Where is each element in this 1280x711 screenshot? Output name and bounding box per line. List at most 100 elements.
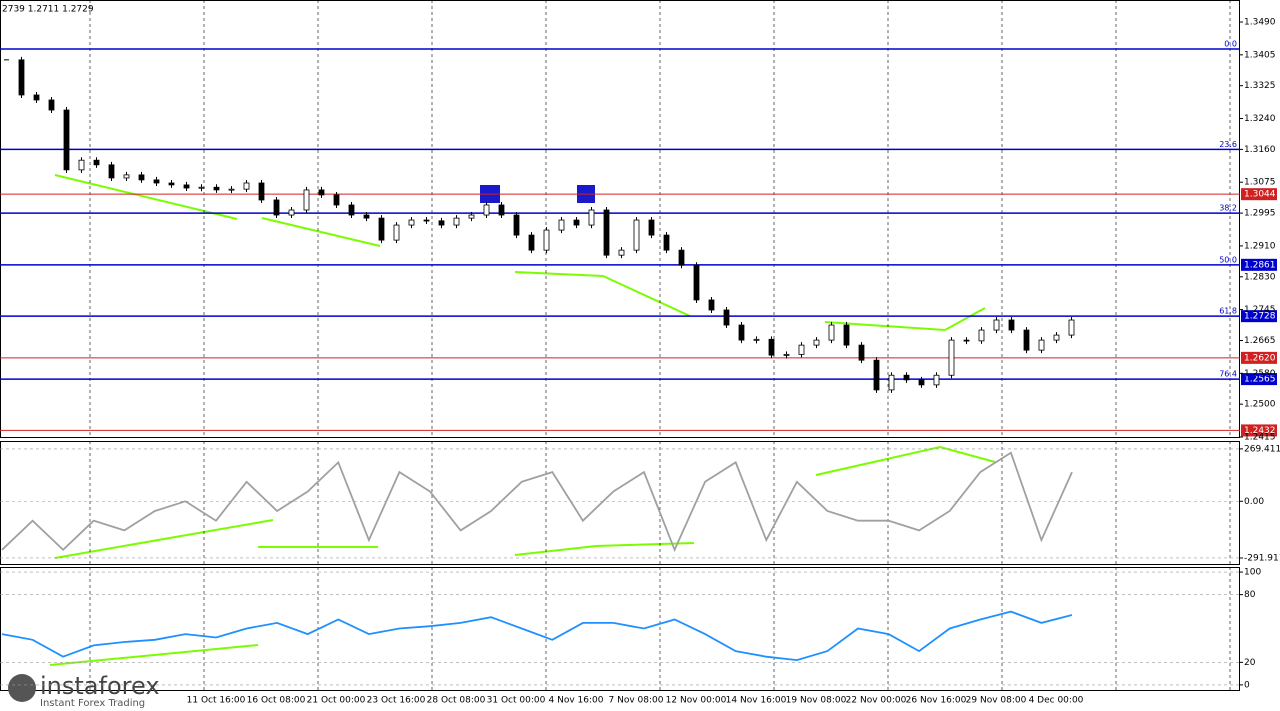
level-label: 23.6 <box>1219 140 1237 149</box>
candle <box>513 214 520 236</box>
y-tick-label: 1.2830 <box>1244 272 1276 282</box>
candle <box>378 217 385 241</box>
candle <box>1023 329 1030 351</box>
candle <box>183 184 190 189</box>
x-tick-label: 29 Nov 08:00 <box>966 696 1027 706</box>
candle <box>33 94 40 101</box>
candle <box>438 220 445 226</box>
x-tick-label: 7 Nov 08:00 <box>609 696 664 706</box>
price-tag <box>1241 258 1277 271</box>
price-tag <box>1241 310 1277 323</box>
candle <box>138 174 145 181</box>
candle <box>753 338 760 341</box>
x-tick-label: 4 Nov 16:00 <box>549 696 604 706</box>
y-tick-label: 1.2580 <box>1244 369 1276 379</box>
candle <box>1008 319 1015 331</box>
y-tick-label: 100 <box>1244 568 1261 578</box>
candle <box>468 214 475 219</box>
y-tick-label: 1.3490 <box>1244 18 1276 28</box>
candle <box>828 324 835 341</box>
candle <box>303 189 310 211</box>
x-tick-label: 26 Nov 16:00 <box>906 696 967 706</box>
price-tag <box>1241 351 1277 364</box>
x-tick-label: 22 Nov 00:00 <box>846 696 907 706</box>
y-tick-label: 20 <box>1244 658 1256 668</box>
candle <box>318 189 325 196</box>
candle <box>273 199 280 216</box>
y-tick-label: 1.3405 <box>1244 50 1276 60</box>
candle <box>258 182 265 201</box>
candle <box>528 234 535 251</box>
level-label: 0.0 <box>1224 40 1237 49</box>
price-tag-label: 1.2620 <box>1244 353 1276 363</box>
candle <box>543 229 550 251</box>
y-tick-label: -291.9114 <box>1244 553 1280 563</box>
candle <box>48 99 55 111</box>
price-tag-label: 1.2565 <box>1244 375 1276 385</box>
price-tag <box>1241 188 1277 201</box>
price-panel <box>0 0 1240 438</box>
y-tick-label: 0 <box>1244 680 1250 690</box>
candle <box>618 249 625 256</box>
candle <box>408 219 415 226</box>
x-tick-label: 4 Dec 00:00 <box>1029 696 1084 706</box>
candle <box>78 159 85 171</box>
candle <box>708 299 715 311</box>
candle <box>738 324 745 341</box>
candle <box>933 374 940 386</box>
candle <box>723 309 730 326</box>
candle <box>63 109 70 171</box>
y-tick-label: 1.2665 <box>1244 336 1276 346</box>
candle <box>168 182 175 186</box>
trendlines <box>49 174 996 666</box>
candle <box>693 264 700 301</box>
candle <box>1053 334 1060 341</box>
logo-brand: instaforex <box>40 672 160 700</box>
candle <box>888 374 895 391</box>
x-tick-label: 12 Nov 00:00 <box>666 696 727 706</box>
y-tick-label: 1.2910 <box>1244 241 1276 251</box>
candle <box>198 186 205 189</box>
x-tick-label: 19 Nov 08:00 <box>786 696 847 706</box>
candle <box>768 338 775 356</box>
candle <box>1038 339 1045 351</box>
x-tick-label: 21 Oct 00:00 <box>307 696 366 706</box>
candle <box>918 379 925 386</box>
price-tag-label: 1.2432 <box>1244 426 1276 436</box>
candle <box>498 204 505 216</box>
logo: instaforex Instant Forex Trading <box>8 672 160 709</box>
y-tick-label: 1.2415 <box>1244 433 1276 443</box>
x-tick-label: 16 Oct 08:00 <box>247 696 306 706</box>
indicator-line <box>1 451 1073 553</box>
y-tick-label: 1.3240 <box>1244 114 1276 124</box>
candle <box>978 329 985 342</box>
candle <box>813 339 820 346</box>
price-tag-label: 1.2728 <box>1244 312 1276 322</box>
candle <box>348 204 355 216</box>
candle <box>948 339 955 376</box>
candle <box>633 219 640 251</box>
header: 2739 1.2711 1.2729 <box>2 5 94 15</box>
level-label: 50.0 <box>1219 255 1237 264</box>
candle <box>483 204 490 216</box>
candle <box>213 186 220 191</box>
y-tick-label: 0.00 <box>1244 497 1264 507</box>
candle <box>663 234 670 251</box>
x-tick-label: 31 Oct 00:00 <box>487 696 546 706</box>
candle <box>153 179 160 184</box>
y-tick-label: 1.2745 <box>1244 305 1276 315</box>
candle <box>453 217 460 226</box>
candle <box>963 339 970 342</box>
candle <box>798 344 805 355</box>
candle <box>573 219 580 226</box>
y-tick-label: 1.3325 <box>1244 81 1276 91</box>
candle <box>903 374 910 381</box>
candle <box>243 182 250 190</box>
candle <box>288 209 295 216</box>
candle <box>18 59 25 96</box>
candle <box>678 249 685 266</box>
price-tag-label: 1.3044 <box>1244 190 1276 200</box>
y-tick-label: 1.3075 <box>1244 178 1276 188</box>
y-tick-label: 1.3160 <box>1244 145 1276 155</box>
